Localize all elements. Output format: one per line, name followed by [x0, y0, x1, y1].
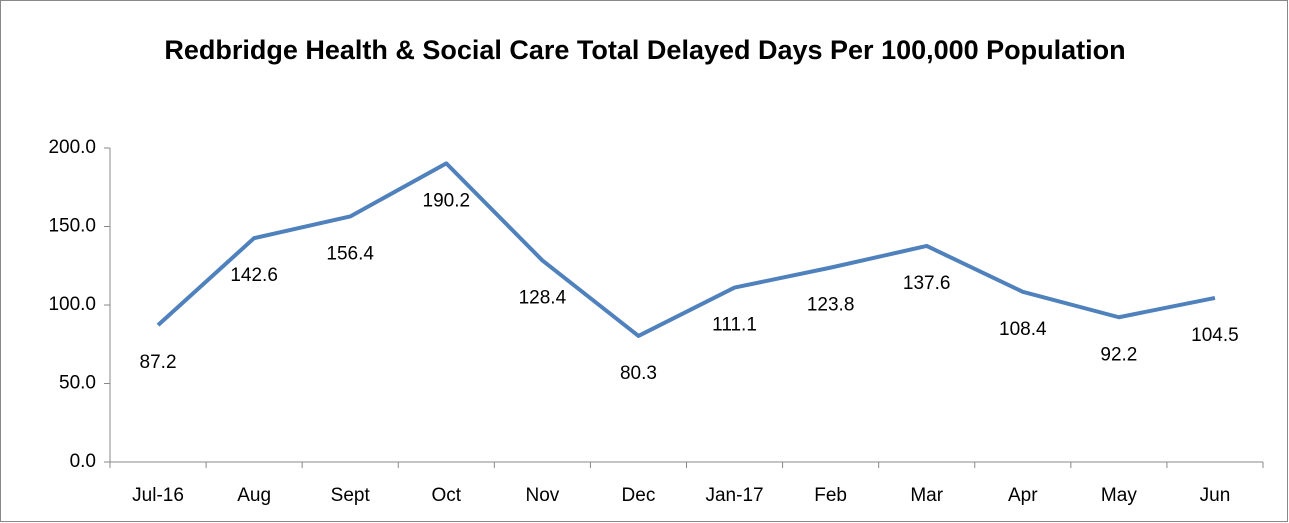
- x-tick-label: Mar: [910, 485, 943, 506]
- x-tick-label: Jul-16: [132, 485, 184, 506]
- chart-title: Redbridge Health & Social Care Total Del…: [164, 35, 1126, 65]
- x-tick-label: Jan-17: [705, 485, 763, 506]
- data-label: 123.8: [807, 295, 855, 316]
- x-tick-label: Oct: [432, 485, 462, 506]
- x-tick-label: May: [1101, 485, 1137, 506]
- data-label: 111.1: [712, 315, 757, 336]
- data-label: 190.2: [423, 190, 471, 211]
- data-label: 142.6: [230, 265, 278, 286]
- x-tick-label: Nov: [525, 485, 559, 506]
- y-tick-label: 150.0: [48, 216, 96, 237]
- x-tick-label: Dec: [622, 485, 656, 506]
- x-tick-label: Jun: [1200, 485, 1231, 506]
- data-label: 156.4: [326, 243, 374, 264]
- x-tick-label: Apr: [1008, 485, 1038, 506]
- x-tick-label: Sept: [331, 485, 371, 506]
- x-tick-label: Aug: [237, 485, 271, 506]
- y-tick-label: 100.0: [48, 294, 96, 315]
- y-tick-label: 50.0: [59, 373, 96, 394]
- data-label: 137.6: [903, 273, 951, 294]
- data-label: 128.4: [519, 287, 567, 308]
- data-label: 108.4: [999, 319, 1047, 340]
- data-label: 104.5: [1191, 325, 1239, 346]
- y-tick-label: 200.0: [48, 137, 96, 158]
- data-label: 92.2: [1100, 344, 1137, 365]
- x-tick-label: Feb: [814, 485, 847, 506]
- data-label: 80.3: [620, 363, 657, 384]
- y-tick-label: 0.0: [70, 451, 96, 472]
- data-label: 87.2: [140, 352, 177, 373]
- line-series: [156, 161, 1216, 338]
